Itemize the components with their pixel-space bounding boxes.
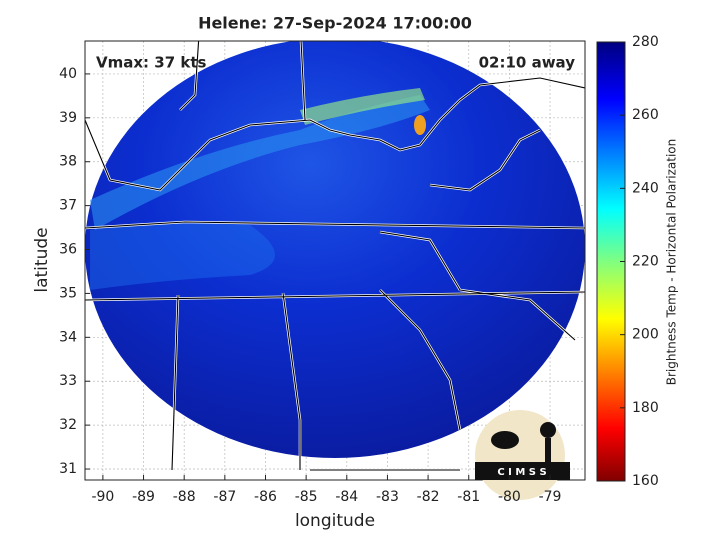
colorbar-tick-label: 180	[632, 400, 659, 416]
colorbar-label: Brightness Temp - Horizontal Polarizatio…	[665, 139, 679, 386]
annotation: Vmax: 37 kts	[96, 54, 206, 72]
y-axis-label: latitude	[32, 227, 52, 292]
x-tick-label: -81	[457, 489, 480, 505]
x-tick-label: -88	[173, 489, 196, 505]
annotation: 02:10 away	[479, 54, 576, 72]
logo-text: C I M S S	[497, 467, 546, 478]
x-tick-label: -86	[254, 489, 277, 505]
swath	[85, 41, 585, 472]
colorbar-tick-label: 220	[632, 254, 659, 270]
y-tick-label: 34	[59, 329, 77, 345]
y-tick-label: 31	[59, 461, 77, 477]
y-tick-label: 37	[59, 198, 77, 214]
x-tick-label: -80	[498, 489, 521, 505]
x-tick-label: -89	[132, 489, 155, 505]
x-tick-label: -90	[91, 489, 114, 505]
x-tick-label: -83	[376, 489, 399, 505]
x-tick-label: -85	[295, 489, 318, 505]
x-tick-label: -79	[539, 489, 562, 505]
x-tick-label: -84	[335, 489, 358, 505]
logo: C I M S S	[475, 410, 570, 500]
x-axis-label: longitude	[295, 511, 375, 531]
colorbar-tick-label: 280	[632, 34, 659, 50]
x-tick-label: -87	[213, 489, 236, 505]
colorbar-tick-label: 200	[632, 327, 659, 343]
y-tick-label: 35	[59, 285, 77, 301]
y-tick-label: 36	[59, 242, 77, 258]
y-tick-label: 33	[59, 373, 77, 389]
y-tick-label: 39	[59, 110, 77, 126]
colorbar-tick-label: 260	[632, 107, 659, 123]
colorbar-tick-label: 160	[632, 473, 659, 489]
y-tick-label: 32	[59, 417, 77, 433]
x-tick-label: -82	[417, 489, 440, 505]
y-tick-label: 40	[59, 66, 77, 82]
y-tick-label: 38	[59, 154, 77, 170]
chart-title: Helene: 27-Sep-2024 17:00:00	[198, 14, 472, 33]
colorbar-tick-label: 240	[632, 180, 659, 196]
axes-box	[84, 40, 586, 481]
